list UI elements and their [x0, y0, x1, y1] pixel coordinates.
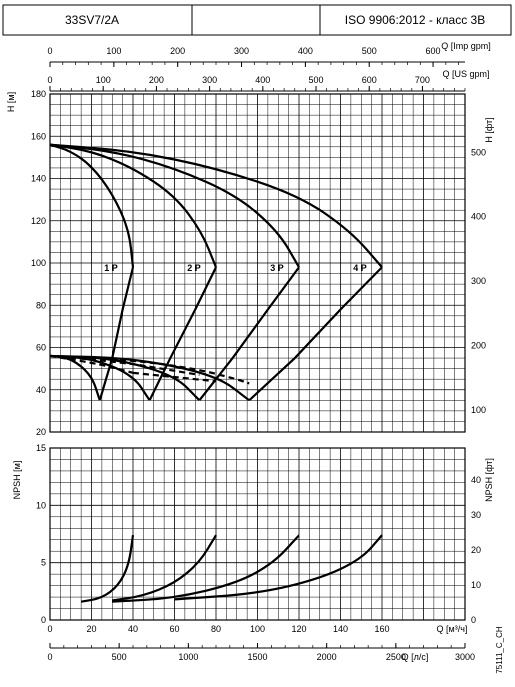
power-curve-2 — [49, 354, 151, 401]
npsh-grid: 0 5 10 15 0 10 20 30 40 — [36, 443, 481, 625]
series-label: 1 P — [104, 263, 118, 273]
top-axes: 0 100 200 300 400 500 600 Q [Imp gpm]0 100 200 300… — [47, 41, 491, 92]
x-tick: 160 — [374, 624, 389, 634]
head-y-tick: 40 — [36, 385, 46, 395]
series-label: 3 P — [270, 263, 284, 273]
npsh-y2-tick: 0 — [471, 615, 476, 625]
head-y2-tick: 500 — [471, 147, 486, 157]
us-tick-label: 700 — [415, 75, 430, 85]
limit-curve-4 — [248, 266, 383, 402]
head-y-tick: 160 — [31, 131, 46, 141]
imp-tick-label: 0 — [47, 46, 52, 56]
header-frame — [2, 4, 512, 36]
us-tick-label: 500 — [309, 75, 324, 85]
head-y-tick: 60 — [36, 343, 46, 353]
lps-tick-label: 1000 — [178, 652, 198, 662]
imp-tick-label: 600 — [426, 46, 441, 56]
dashed-curve-1 — [49, 354, 134, 374]
series-label: 2 P — [187, 263, 201, 273]
lps-tick-label: 2000 — [317, 652, 337, 662]
x-tick: 100 — [250, 624, 265, 634]
lps-tick-label: 500 — [112, 652, 127, 662]
lps-tick-label: 1500 — [247, 652, 267, 662]
npsh-curve-1 — [80, 534, 135, 603]
lps-label: Q [л/с] — [402, 652, 429, 662]
us-tick-label: 600 — [362, 75, 377, 85]
head-y-tick: 80 — [36, 300, 46, 310]
npsh-y-tick: 15 — [36, 443, 46, 453]
head-y2-tick: 300 — [471, 276, 486, 286]
npsh-y2-tick: 30 — [471, 510, 481, 520]
us-tick-label: 0 — [47, 75, 52, 85]
x-tick: 120 — [291, 624, 306, 634]
head-y-tick: 100 — [31, 258, 46, 268]
head-y2-tick: 200 — [471, 340, 486, 350]
lps-tick-label: 3000 — [455, 652, 475, 662]
us-tick-label: 200 — [149, 75, 164, 85]
head-y-label: H [м] — [6, 92, 16, 112]
x-tick: 60 — [169, 624, 179, 634]
npsh-curves — [80, 534, 383, 603]
us-tick-label: 100 — [96, 75, 111, 85]
npsh-y2-tick: 20 — [471, 545, 481, 555]
imp-tick-label: 300 — [234, 46, 249, 56]
x-tick: 0 — [47, 624, 52, 634]
dashed-curve-2 — [49, 354, 200, 377]
imp-label: Q [Imp gpm] — [441, 41, 491, 51]
head-y2-tick: 100 — [471, 405, 486, 415]
bottom-axes: 0 20 40 60 80 100 120 140 160 Q [м³/ч] 0 500 1000 150… — [47, 624, 475, 662]
head-y2-tick: 400 — [471, 212, 486, 222]
npsh-curve-4 — [174, 534, 383, 601]
npsh-y-tick: 0 — [41, 615, 46, 625]
lps-tick-label: 0 — [47, 652, 52, 662]
us-label: Q [US gpm] — [442, 69, 489, 79]
power-curve-4 — [49, 354, 250, 402]
npsh-y-tick: 5 — [41, 558, 46, 568]
lps-tick-label: 2500 — [386, 652, 406, 662]
npsh-curve-2 — [112, 534, 217, 602]
npsh-y2-tick: 40 — [471, 475, 481, 485]
imp-tick-label: 200 — [170, 46, 185, 56]
footer-code: 75111_C_CH — [495, 626, 504, 674]
series-label: 4 P — [353, 263, 367, 273]
npsh-y2-label: NPSH [фт] — [484, 458, 494, 502]
head-y-tick: 20 — [36, 427, 46, 437]
head-y-tick: 120 — [31, 216, 46, 226]
imp-tick-label: 100 — [106, 46, 121, 56]
limit-curve-2 — [148, 266, 217, 401]
us-tick-label: 400 — [255, 75, 270, 85]
npsh-y-label: NPSH [м] — [12, 461, 22, 500]
npsh-y2-tick: 10 — [471, 580, 481, 590]
x-label: Q [м³/ч] — [437, 624, 468, 634]
head-y-tick: 180 — [31, 89, 46, 99]
us-tick-label: 300 — [202, 75, 217, 85]
head-y-tick: 140 — [31, 174, 46, 184]
head-y2-label: H [фт] — [484, 117, 494, 142]
dashed-curve-4 — [132, 371, 217, 383]
standard-label: ISO 9906:2012 - класс 3B — [345, 13, 485, 27]
x-tick: 20 — [86, 624, 96, 634]
x-tick: 40 — [128, 624, 138, 634]
x-tick: 140 — [333, 624, 348, 634]
npsh-y-tick: 10 — [36, 500, 46, 510]
head-curves: 1 P 2 P 3 P 4 P — [49, 143, 383, 402]
head-grid: 20 40 60 80 100 120 140 160 180 100 200 300 400 500 — [31, 89, 486, 437]
limit-curve-1 — [98, 266, 135, 401]
npsh-curve-3 — [112, 534, 300, 603]
head-curve-1 — [49, 143, 135, 268]
model-title: 33SV7/2A — [65, 13, 119, 27]
x-tick: 80 — [211, 624, 221, 634]
imp-tick-label: 500 — [362, 46, 377, 56]
head-curve-4 — [49, 143, 383, 268]
dashed-curve-3 — [49, 354, 250, 385]
imp-tick-label: 400 — [298, 46, 313, 56]
